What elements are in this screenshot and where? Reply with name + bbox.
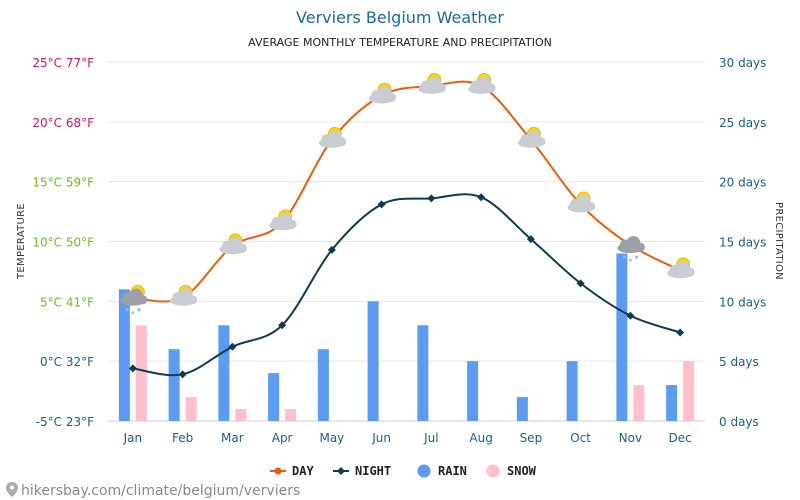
chart-title: Verviers Belgium Weather	[296, 8, 504, 27]
y-right-tick-label: 0 days	[719, 415, 759, 429]
sun-cloud-icon	[219, 233, 247, 255]
legend-item-night[interactable]: NIGHT	[333, 464, 391, 478]
x-tick-label: Jun	[371, 431, 391, 445]
sun-cloud-icon	[318, 126, 347, 148]
y-left-tick-label: 20°C 68°F	[32, 116, 94, 130]
legend-label: SNOW	[507, 464, 537, 478]
sun-cloud-icon	[418, 73, 446, 94]
sun-cloud-icon	[567, 191, 596, 213]
snow-bar	[135, 325, 147, 421]
legend: DAY NIGHT RAIN SNOW	[270, 464, 537, 478]
y-left-tick-label: 0°C 32°F	[40, 355, 94, 369]
snow-cloud-icon	[119, 284, 148, 315]
source-link[interactable]: hikersbay.com/climate/belgium/verviers	[6, 482, 300, 499]
night-point	[526, 235, 535, 244]
y-right-tick-label: 30 days	[719, 56, 766, 70]
rain-bar	[616, 253, 628, 421]
precipitation-ticks: 30 days 25 days 20 days 15 days 10 days 5 day…	[719, 56, 766, 429]
night-point	[278, 321, 287, 330]
y-right-tick-label: 20 days	[719, 176, 766, 190]
y-left-tick-label: 25°C 77°F	[32, 56, 94, 70]
night-point	[377, 200, 386, 209]
y-left-tick-label: 5°C 41°F	[40, 295, 94, 309]
legend-item-rain[interactable]: RAIN	[417, 464, 467, 478]
x-tick-label: Feb	[172, 431, 193, 445]
y-right-tick-label: 15 days	[719, 236, 766, 250]
y-right-tick-label: 5 days	[719, 355, 759, 369]
rain-bar	[566, 361, 578, 421]
x-tick-label: Jan	[123, 431, 143, 445]
x-tick-label: Sep	[520, 431, 543, 445]
y-left-tick-label: 10°C 50°F	[32, 236, 94, 250]
legend-label: NIGHT	[355, 464, 391, 478]
night-point	[477, 193, 486, 202]
legend-label: RAIN	[438, 464, 467, 478]
y-left-tick-label: 15°C 59°F	[32, 176, 94, 190]
x-tick-label: Dec	[669, 431, 692, 445]
rain-bar	[417, 325, 429, 421]
night-point	[128, 364, 137, 373]
x-tick-label: Aug	[469, 431, 492, 445]
rain-bar	[367, 301, 379, 421]
chart-subtitle: AVERAGE MONTHLY TEMPERATURE AND PRECIPIT…	[248, 36, 552, 49]
rain-bar	[516, 397, 528, 421]
x-tick-label: Nov	[619, 431, 642, 445]
legend-item-day[interactable]: DAY	[270, 464, 314, 478]
rain-bar	[268, 373, 280, 421]
sun-cloud-icon	[517, 126, 546, 148]
map-pin-icon	[6, 482, 18, 497]
x-tick-label: Apr	[272, 431, 293, 445]
snow-bar	[285, 409, 297, 421]
x-tick-label: Jul	[423, 431, 438, 445]
rain-bar	[317, 349, 329, 421]
legend-label: DAY	[292, 464, 314, 478]
month-labels: Jan Feb Mar Apr May Jun Jul Aug Sep Oct Nov Dec	[123, 431, 692, 445]
snow-bar	[683, 361, 695, 421]
y-right-tick-label: 10 days	[719, 295, 766, 309]
rain-bar	[467, 361, 479, 421]
sun-cloud-icon	[269, 209, 297, 231]
weather-icons	[119, 73, 695, 315]
sun-cloud-icon	[368, 82, 397, 104]
rain-bar	[118, 289, 130, 421]
temperature-lines	[128, 80, 685, 379]
sun-cloud-icon	[169, 284, 198, 306]
y-left-tick-label: -5°C 23°F	[36, 415, 94, 429]
night-point	[626, 311, 635, 320]
night-point	[228, 342, 237, 351]
rain-bar	[666, 385, 678, 421]
snow-bar	[633, 385, 645, 421]
night-point	[676, 328, 685, 337]
night-point	[427, 194, 436, 203]
legend-item-snow[interactable]: SNOW	[486, 464, 537, 478]
night-point	[327, 245, 336, 254]
rain-bar	[168, 349, 180, 421]
day-line	[132, 80, 681, 303]
snow-bar	[235, 409, 247, 421]
y-right-tick-label: 25 days	[719, 116, 766, 130]
sun-cloud-icon	[468, 73, 496, 94]
precipitation-bars	[118, 253, 695, 421]
x-tick-label: May	[319, 431, 344, 445]
temperature-ticks: 25°C 77°F 20°C 68°F 15°C 59°F 10°C 50°F 5°C …	[32, 56, 94, 429]
night-point	[178, 370, 187, 379]
snow-cloud-icon	[617, 236, 645, 262]
y-right-title: PRECIPITATION	[773, 202, 784, 280]
y-left-title: TEMPERATURE	[16, 203, 27, 280]
night-point	[576, 279, 585, 288]
snow-bar	[185, 397, 197, 421]
rain-bar	[218, 325, 230, 421]
sun-cloud-icon	[667, 257, 695, 279]
source-text: hikersbay.com/climate/belgium/verviers	[21, 483, 300, 499]
x-tick-label: Oct	[570, 431, 591, 445]
x-tick-label: Mar	[221, 431, 244, 445]
